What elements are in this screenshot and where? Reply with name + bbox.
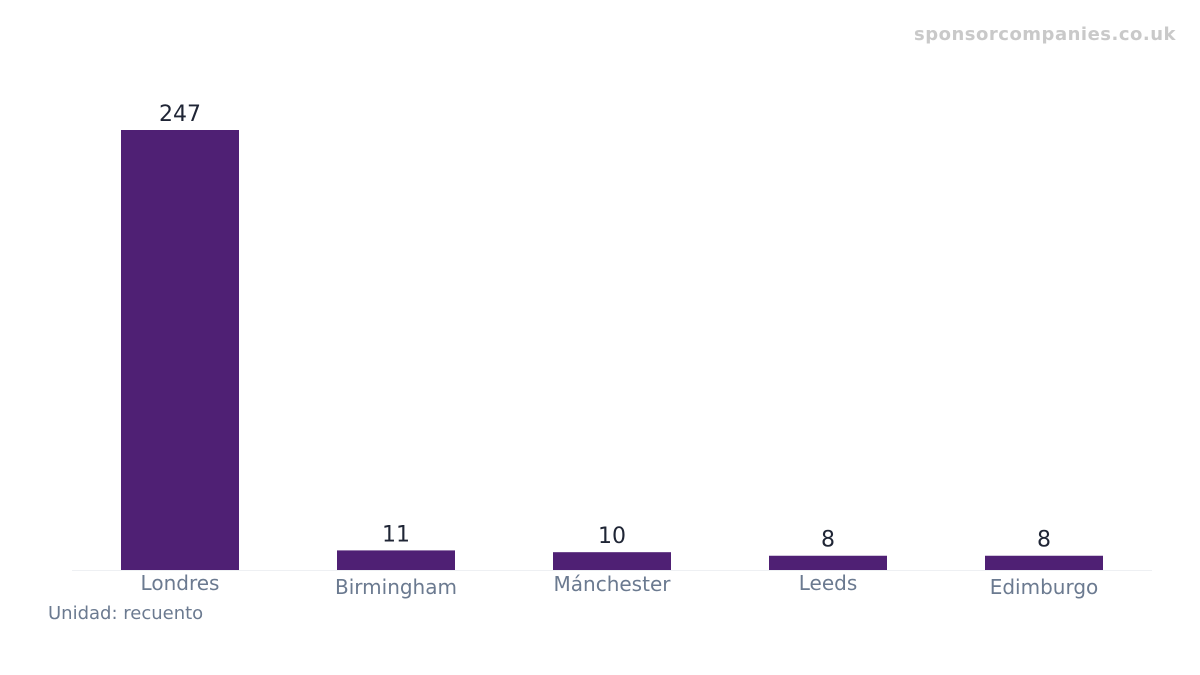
bar-value-label: 10 (598, 524, 626, 549)
category-label: Mánchester (554, 572, 672, 596)
category-label: Birmingham (335, 575, 457, 599)
bar-londres (121, 130, 239, 570)
category-label: Londres (141, 571, 220, 595)
labels-layer: 247 Londres 11 Birmingham 10 Mánchester 8 Leeds… (141, 102, 1099, 599)
bar-value-label: 8 (1037, 528, 1051, 553)
bar-mánchester (553, 552, 671, 570)
bar-leeds (769, 555, 887, 570)
bar-value-label: 11 (382, 522, 410, 547)
bar-edimburgo (985, 555, 1103, 570)
bar-value-label: 8 (821, 528, 835, 553)
watermark: sponsorcompanies.co.uk (914, 24, 1176, 45)
bar-birmingham (337, 550, 455, 570)
bar-value-label: 247 (159, 102, 201, 127)
category-label: Edimburgo (990, 575, 1099, 599)
category-label: Leeds (799, 571, 858, 595)
unit-note: Unidad: recuento (48, 603, 204, 624)
bars-layer (72, 130, 1152, 571)
